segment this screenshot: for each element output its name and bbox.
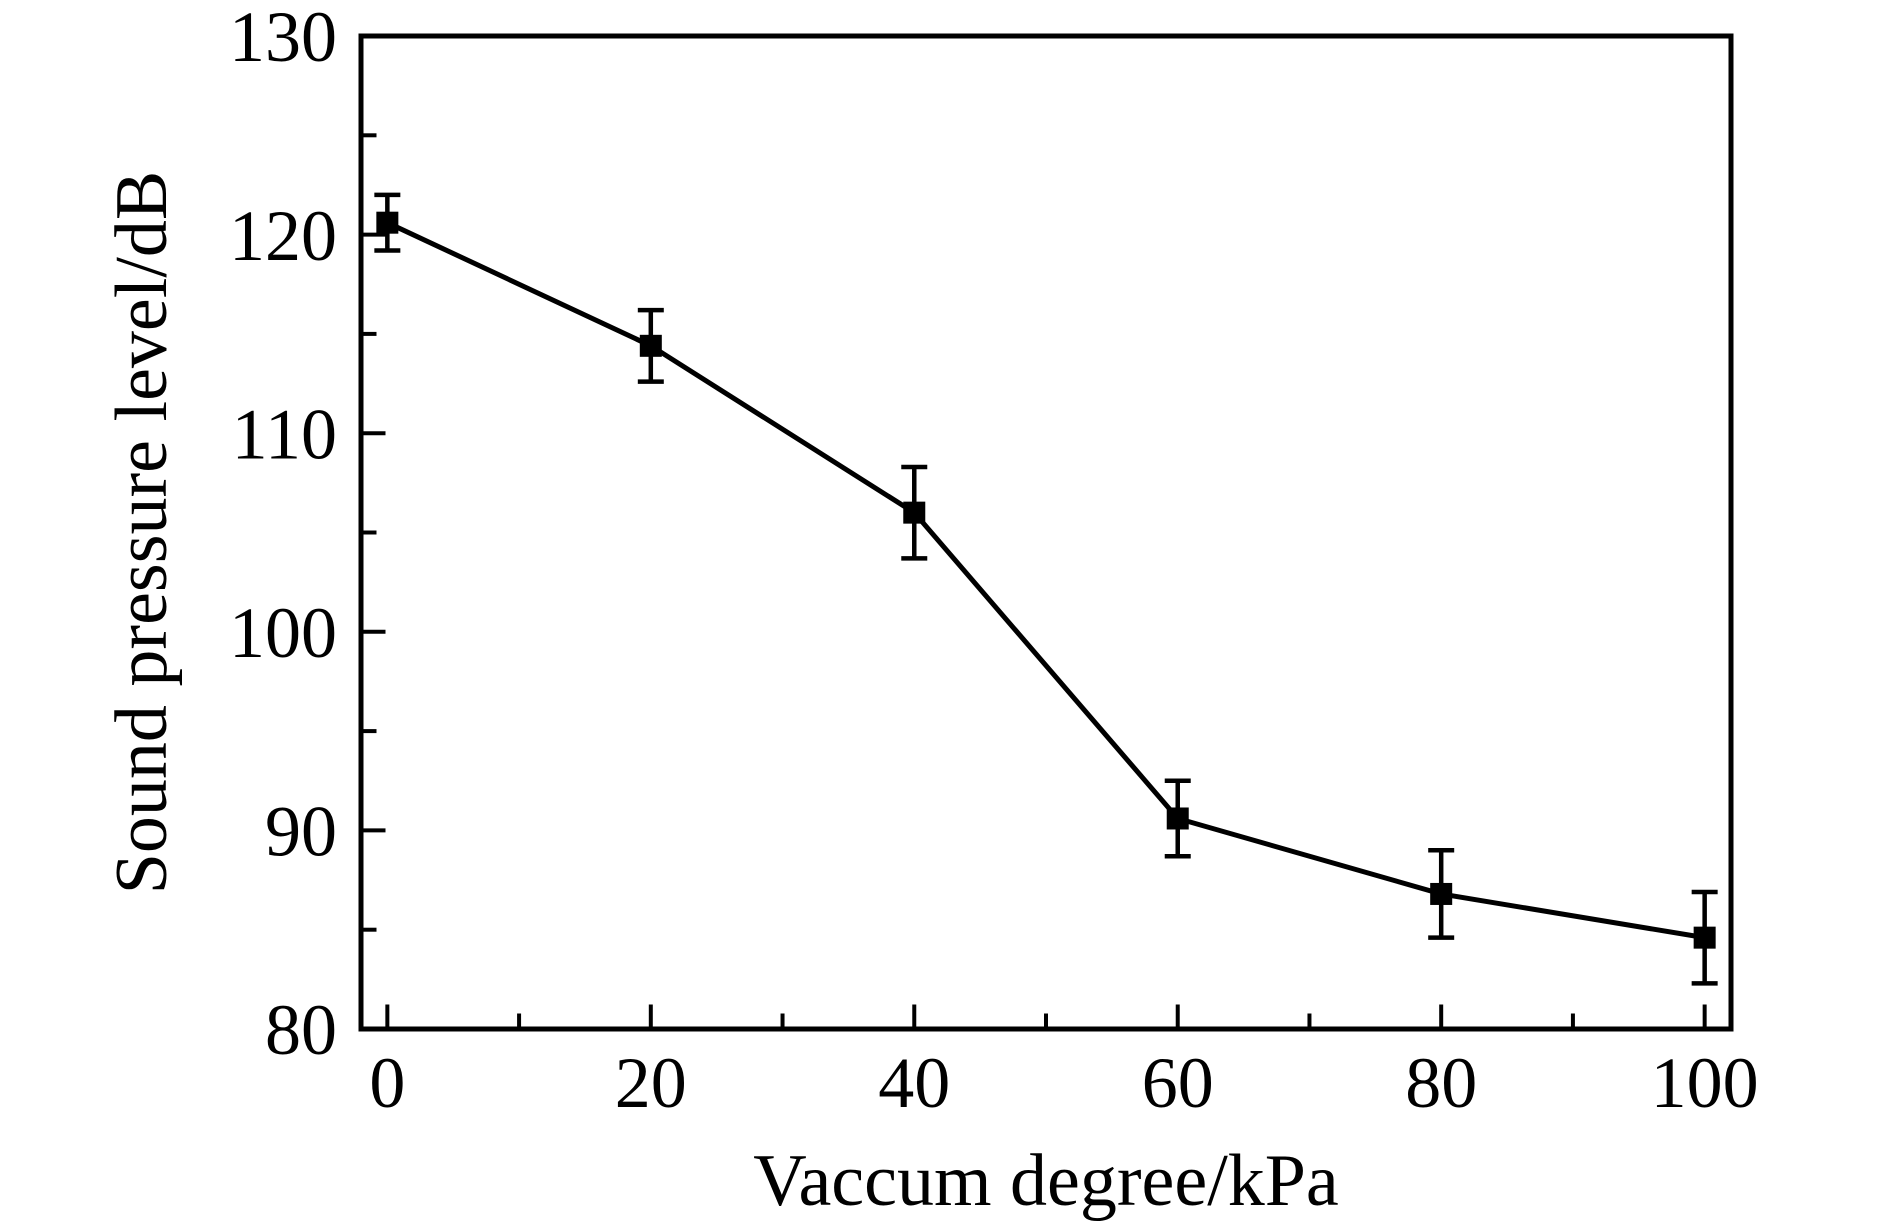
y-tick-label: 80: [265, 990, 337, 1070]
plot-frame: [358, 33, 1734, 1032]
x-axis-label: Vaccum degree/kPa: [753, 1140, 1339, 1222]
y-tick-label: 120: [229, 196, 337, 276]
data-point-marker: [639, 334, 662, 357]
x-tick-label: 80: [1405, 1043, 1477, 1123]
x-tick-label: 40: [878, 1043, 950, 1123]
data-series-line: [386, 220, 1706, 941]
x-tick-label: 20: [615, 1043, 687, 1123]
y-tick-label: 90: [265, 792, 337, 872]
data-point-marker: [1693, 926, 1716, 949]
x-tick-label: 0: [369, 1043, 405, 1123]
y-tick-label: 130: [229, 0, 337, 77]
x-tick-label: 100: [1651, 1043, 1759, 1123]
y-axis-label: Sound pressure level/dB: [101, 171, 183, 894]
data-point-marker: [376, 211, 399, 234]
y-tick-label: 100: [229, 593, 337, 673]
y-tick-label: 110: [232, 394, 337, 474]
data-point-marker: [903, 501, 926, 524]
data-point-marker: [1430, 882, 1453, 905]
data-point-marker: [1166, 807, 1189, 830]
x-tick-label: 60: [1142, 1043, 1214, 1123]
